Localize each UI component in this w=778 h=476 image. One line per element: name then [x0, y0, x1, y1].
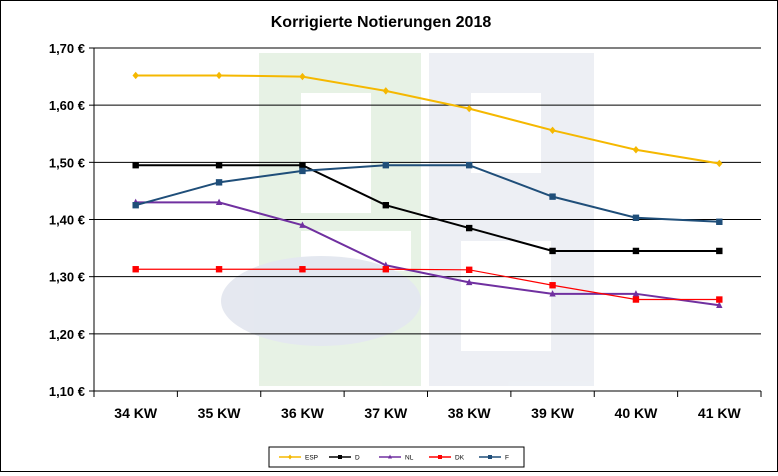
data-point	[632, 247, 640, 255]
data-point	[549, 282, 556, 289]
data-point	[465, 224, 473, 232]
data-point	[215, 266, 223, 273]
legend-label: DK	[455, 455, 465, 462]
data-point	[132, 161, 139, 169]
x-tick-label: 35 KW	[198, 405, 242, 421]
legend-item-dk: DK	[429, 455, 465, 462]
data-point	[288, 454, 292, 460]
legend-item-f: F	[479, 455, 509, 462]
x-tick-label: 37 KW	[364, 405, 408, 421]
data-point	[215, 198, 223, 206]
y-tick-label: 1,10 €	[49, 384, 85, 399]
series-f	[132, 161, 723, 225]
data-point	[215, 179, 223, 186]
data-point	[338, 455, 342, 459]
gridlines	[94, 47, 761, 335]
data-point	[382, 266, 390, 273]
data-point	[132, 202, 139, 209]
axes	[89, 47, 762, 397]
x-tick-labels: 34 KW 35 KW 36 KW 37 KW 38 KW 39 KW 40 KW 41 KW	[114, 405, 741, 421]
data-point	[215, 71, 223, 80]
legend-label: D	[355, 455, 360, 462]
x-tick-label: 36 KW	[281, 405, 325, 421]
series-line	[135, 164, 720, 252]
data-point	[132, 71, 139, 80]
legend-label: F	[505, 455, 509, 462]
data-point	[465, 278, 473, 286]
data-point	[549, 290, 556, 297]
data-point	[465, 104, 473, 113]
series-dk	[132, 266, 723, 303]
data-point	[388, 454, 392, 459]
data-point	[716, 247, 723, 255]
legend: ESP D NL DK F	[268, 446, 525, 468]
data-point	[215, 161, 223, 169]
data-point	[299, 72, 306, 81]
data-point	[299, 161, 306, 169]
legend-label: NL	[405, 455, 414, 462]
legend-item-nl: NL	[379, 454, 414, 462]
y-tick-labels: 1,10 € 1,20 € 1,30 € 1,40 € 1,50 € 1,60 € 1,70…	[49, 41, 85, 399]
x-tick-label: 39 KW	[531, 405, 575, 421]
legend-item-esp: ESP	[279, 454, 318, 462]
x-tick-label: 34 KW	[114, 405, 158, 421]
y-tick-label: 1,60 €	[49, 98, 85, 113]
y-tick-label: 1,20 €	[49, 327, 85, 342]
series-lines	[132, 71, 723, 308]
data-point	[382, 87, 390, 95]
y-tick-label: 1,40 €	[49, 213, 85, 228]
legend-label: ESP	[305, 455, 318, 462]
data-point	[465, 161, 473, 169]
data-point	[382, 161, 390, 169]
data-point	[549, 247, 556, 255]
data-point	[632, 296, 640, 303]
chart-title: Korrigierte Notierungen 2018	[271, 14, 492, 31]
series-d	[132, 161, 723, 255]
x-tick-label: 38 KW	[448, 405, 492, 421]
series-line	[135, 201, 720, 307]
x-tick-label: 41 KW	[698, 405, 742, 421]
y-tick-label: 1,30 €	[49, 270, 85, 285]
data-point	[299, 266, 306, 273]
data-point	[716, 301, 723, 308]
series-esp	[132, 71, 723, 168]
data-point	[632, 214, 640, 221]
data-point	[465, 266, 473, 274]
data-point	[382, 202, 390, 209]
series-line	[135, 268, 720, 301]
y-tick-label: 1,50 €	[49, 155, 85, 170]
data-point	[438, 455, 442, 459]
x-tick-label: 40 KW	[615, 405, 659, 421]
data-point	[299, 167, 306, 175]
data-point	[299, 221, 306, 228]
data-point	[632, 290, 640, 297]
data-point	[549, 126, 556, 135]
data-point	[716, 218, 723, 225]
data-point	[716, 296, 723, 303]
data-point	[549, 193, 556, 200]
y-tick-label: 1,70 €	[49, 41, 85, 56]
series-line	[135, 164, 720, 223]
data-point	[488, 455, 492, 459]
legend-item-d: D	[329, 455, 360, 462]
data-point	[132, 266, 139, 273]
data-point	[632, 146, 640, 154]
data-point	[716, 159, 723, 168]
series-line	[135, 74, 720, 165]
